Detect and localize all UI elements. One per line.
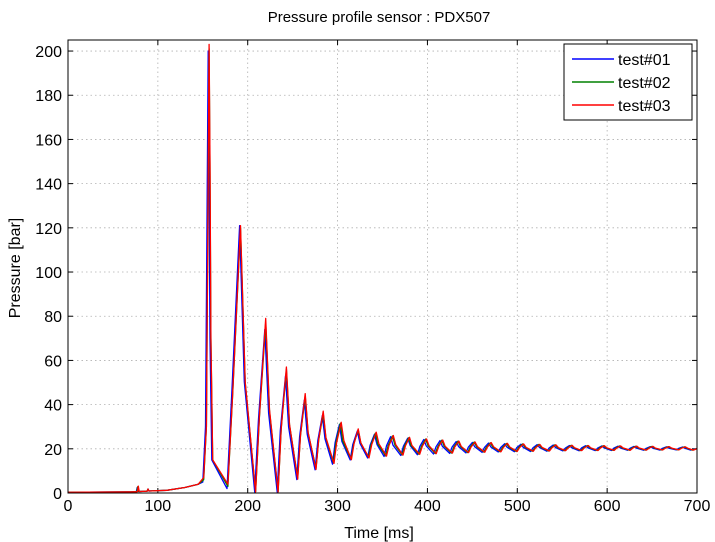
chart-title: Pressure profile sensor : PDX507 bbox=[268, 9, 491, 26]
y-tick-label: 140 bbox=[35, 177, 62, 194]
data-series bbox=[67, 43, 698, 493]
x-tick-label: 500 bbox=[504, 498, 531, 515]
legend-label: test#02 bbox=[618, 75, 671, 92]
y-tick-label: 120 bbox=[35, 221, 62, 238]
y-tick-label: 60 bbox=[44, 353, 62, 370]
x-tick-label: 100 bbox=[145, 498, 172, 515]
x-tick-label: 400 bbox=[414, 498, 441, 515]
y-tick-label: 100 bbox=[35, 265, 62, 282]
series-line-test01 bbox=[67, 50, 698, 493]
x-tick-label: 300 bbox=[324, 498, 351, 515]
plot-frame bbox=[67, 39, 698, 494]
y-tick-label: 200 bbox=[35, 44, 62, 61]
x-tick-label: 600 bbox=[594, 498, 621, 515]
y-tick-label: 20 bbox=[44, 442, 62, 459]
y-tick-label: 0 bbox=[53, 486, 62, 503]
x-tick-label: 700 bbox=[684, 498, 711, 515]
grid-lines bbox=[68, 40, 697, 493]
x-tick-label: 0 bbox=[64, 498, 73, 515]
series-line-test03 bbox=[67, 43, 698, 493]
y-tick-label: 180 bbox=[35, 88, 62, 105]
legend-label: test#01 bbox=[618, 52, 671, 69]
legend-label: test#03 bbox=[618, 98, 671, 115]
y-axis-label: Pressure [bar] bbox=[7, 218, 24, 318]
x-tick-label: 200 bbox=[234, 498, 261, 515]
y-tick-label: 160 bbox=[35, 132, 62, 149]
axis-ticks: 0 100 200 300 400 500 600 700 0 20 40 60 80 100 120 140… bbox=[35, 40, 710, 515]
x-axis-label: Time [ms] bbox=[344, 525, 414, 542]
y-tick-label: 80 bbox=[44, 309, 62, 326]
y-tick-label: 40 bbox=[44, 398, 62, 415]
legend: test#01 test#02 test#03 bbox=[563, 43, 693, 121]
